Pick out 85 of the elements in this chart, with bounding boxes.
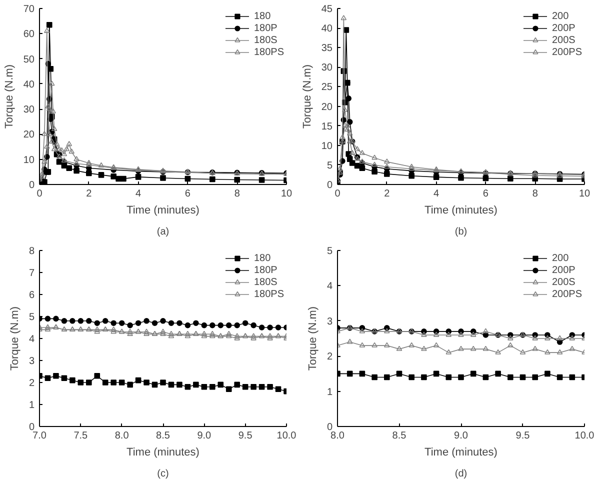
x-axis-title: Time (minutes) — [424, 204, 498, 216]
y-tick-label: 3 — [28, 356, 35, 367]
x-tick-label: 4 — [136, 188, 142, 200]
legend-label: 200 — [552, 10, 570, 22]
y-tick-label: 60 — [23, 29, 35, 40]
y-tick-label: 0 — [326, 422, 333, 433]
text: (d) — [454, 468, 468, 480]
y-tick-label: 20 — [23, 130, 35, 141]
y-tick-label: 50 — [23, 54, 35, 66]
y-tick-label: 70 — [23, 4, 35, 15]
x-tick-label: 0 — [334, 188, 341, 200]
legend-label: 180S — [254, 34, 278, 46]
y-tick-label: 25 — [321, 82, 333, 94]
legend-label: 180PS — [254, 288, 284, 300]
y-tick-label: 10 — [321, 140, 333, 152]
legend-label: 200 — [552, 252, 570, 264]
legend-label: 180 — [254, 252, 272, 264]
y-tick-label: 0 — [28, 422, 35, 433]
x-tick-label: 9.5 — [238, 430, 253, 442]
y-tick-label: 0 — [326, 180, 333, 191]
y-tick-label: 5 — [326, 246, 333, 257]
x-axis-title: Time (minutes) — [126, 446, 200, 458]
x-tick-label: 7.0 — [32, 430, 47, 442]
y-tick-label: 45 — [321, 4, 333, 15]
y-tick-label: 4 — [28, 334, 35, 345]
text: (a) — [156, 226, 170, 238]
y-tick-label: 5 — [326, 160, 333, 172]
legend-label: 200S — [552, 34, 576, 46]
y-tick-label: 30 — [23, 104, 35, 116]
x-tick-label: 10.0 — [574, 430, 595, 442]
legend-label: 200P — [552, 264, 576, 276]
y-tick-label: 35 — [321, 43, 333, 54]
y-tick-label: 40 — [23, 79, 35, 90]
y-tick-label: 20 — [321, 102, 333, 113]
x-tick-label: 10 — [578, 188, 590, 200]
legend-label: 200PS — [552, 46, 582, 58]
x-tick-label: 8.0 — [114, 430, 130, 442]
y-tick-label: 2 — [28, 378, 35, 389]
legend-label: 200PS — [552, 288, 582, 300]
legend-label: 180P — [254, 264, 278, 276]
x-tick-label: 9.5 — [516, 430, 530, 442]
x-axis-title: Time (minutes) — [126, 204, 200, 216]
y-tick-label: 15 — [321, 121, 333, 132]
x-tick-label: 9.0 — [197, 430, 212, 442]
y-tick-label: 2 — [326, 352, 333, 363]
x-tick-label: 7.5 — [74, 430, 88, 442]
x-tick-label: 9.0 — [454, 430, 468, 442]
x-tick-label: 8.5 — [156, 430, 170, 442]
y-tick-label: 4 — [326, 281, 333, 292]
text: (b) — [454, 226, 468, 238]
legend-label: 200P — [552, 22, 576, 34]
x-tick-label: 6 — [482, 188, 489, 200]
x-tick-label: 8.5 — [392, 430, 407, 442]
x-tick-label: 10.0 — [276, 430, 297, 442]
x-tick-label: 10 — [280, 188, 292, 200]
legend-label: 180S — [254, 276, 278, 288]
y-tick-label: 30 — [321, 62, 333, 74]
y-tick-label: 1 — [326, 386, 333, 398]
text: (c) — [157, 468, 169, 480]
y-tick-label: 1 — [28, 400, 35, 411]
x-tick-label: 8.0 — [330, 430, 345, 442]
y-tick-label: 0 — [28, 180, 35, 191]
y-axis-title: Torque (N.m) — [3, 64, 16, 129]
y-tick-label: 7 — [28, 268, 35, 279]
legend-label: 200S — [552, 276, 576, 288]
x-tick-label: 8 — [234, 188, 240, 200]
x-tick-label: 8 — [532, 188, 538, 200]
y-tick-label: 10 — [23, 154, 35, 166]
y-tick-label: 3 — [326, 316, 333, 328]
y-axis-title: Torque (N.m) — [306, 306, 319, 371]
y-tick-label: 8 — [28, 246, 35, 257]
x-tick-label: 0 — [36, 188, 43, 200]
legend-label: 180 — [254, 10, 272, 22]
legend-label: 180PS — [254, 46, 284, 58]
y-tick-label: 5 — [28, 312, 35, 323]
x-tick-label: 4 — [434, 188, 440, 200]
y-tick-label: 6 — [28, 290, 35, 301]
x-axis-title: Time (minutes) — [424, 446, 498, 458]
y-axis-title: Torque (N.m) — [301, 64, 314, 129]
legend-label: 180P — [254, 22, 278, 34]
y-axis-title: Torque (N.m) — [8, 306, 21, 371]
x-tick-label: 2 — [384, 188, 390, 200]
x-tick-label: 6 — [184, 188, 191, 200]
x-tick-label: 2 — [86, 188, 92, 200]
y-tick-label: 40 — [321, 24, 333, 35]
